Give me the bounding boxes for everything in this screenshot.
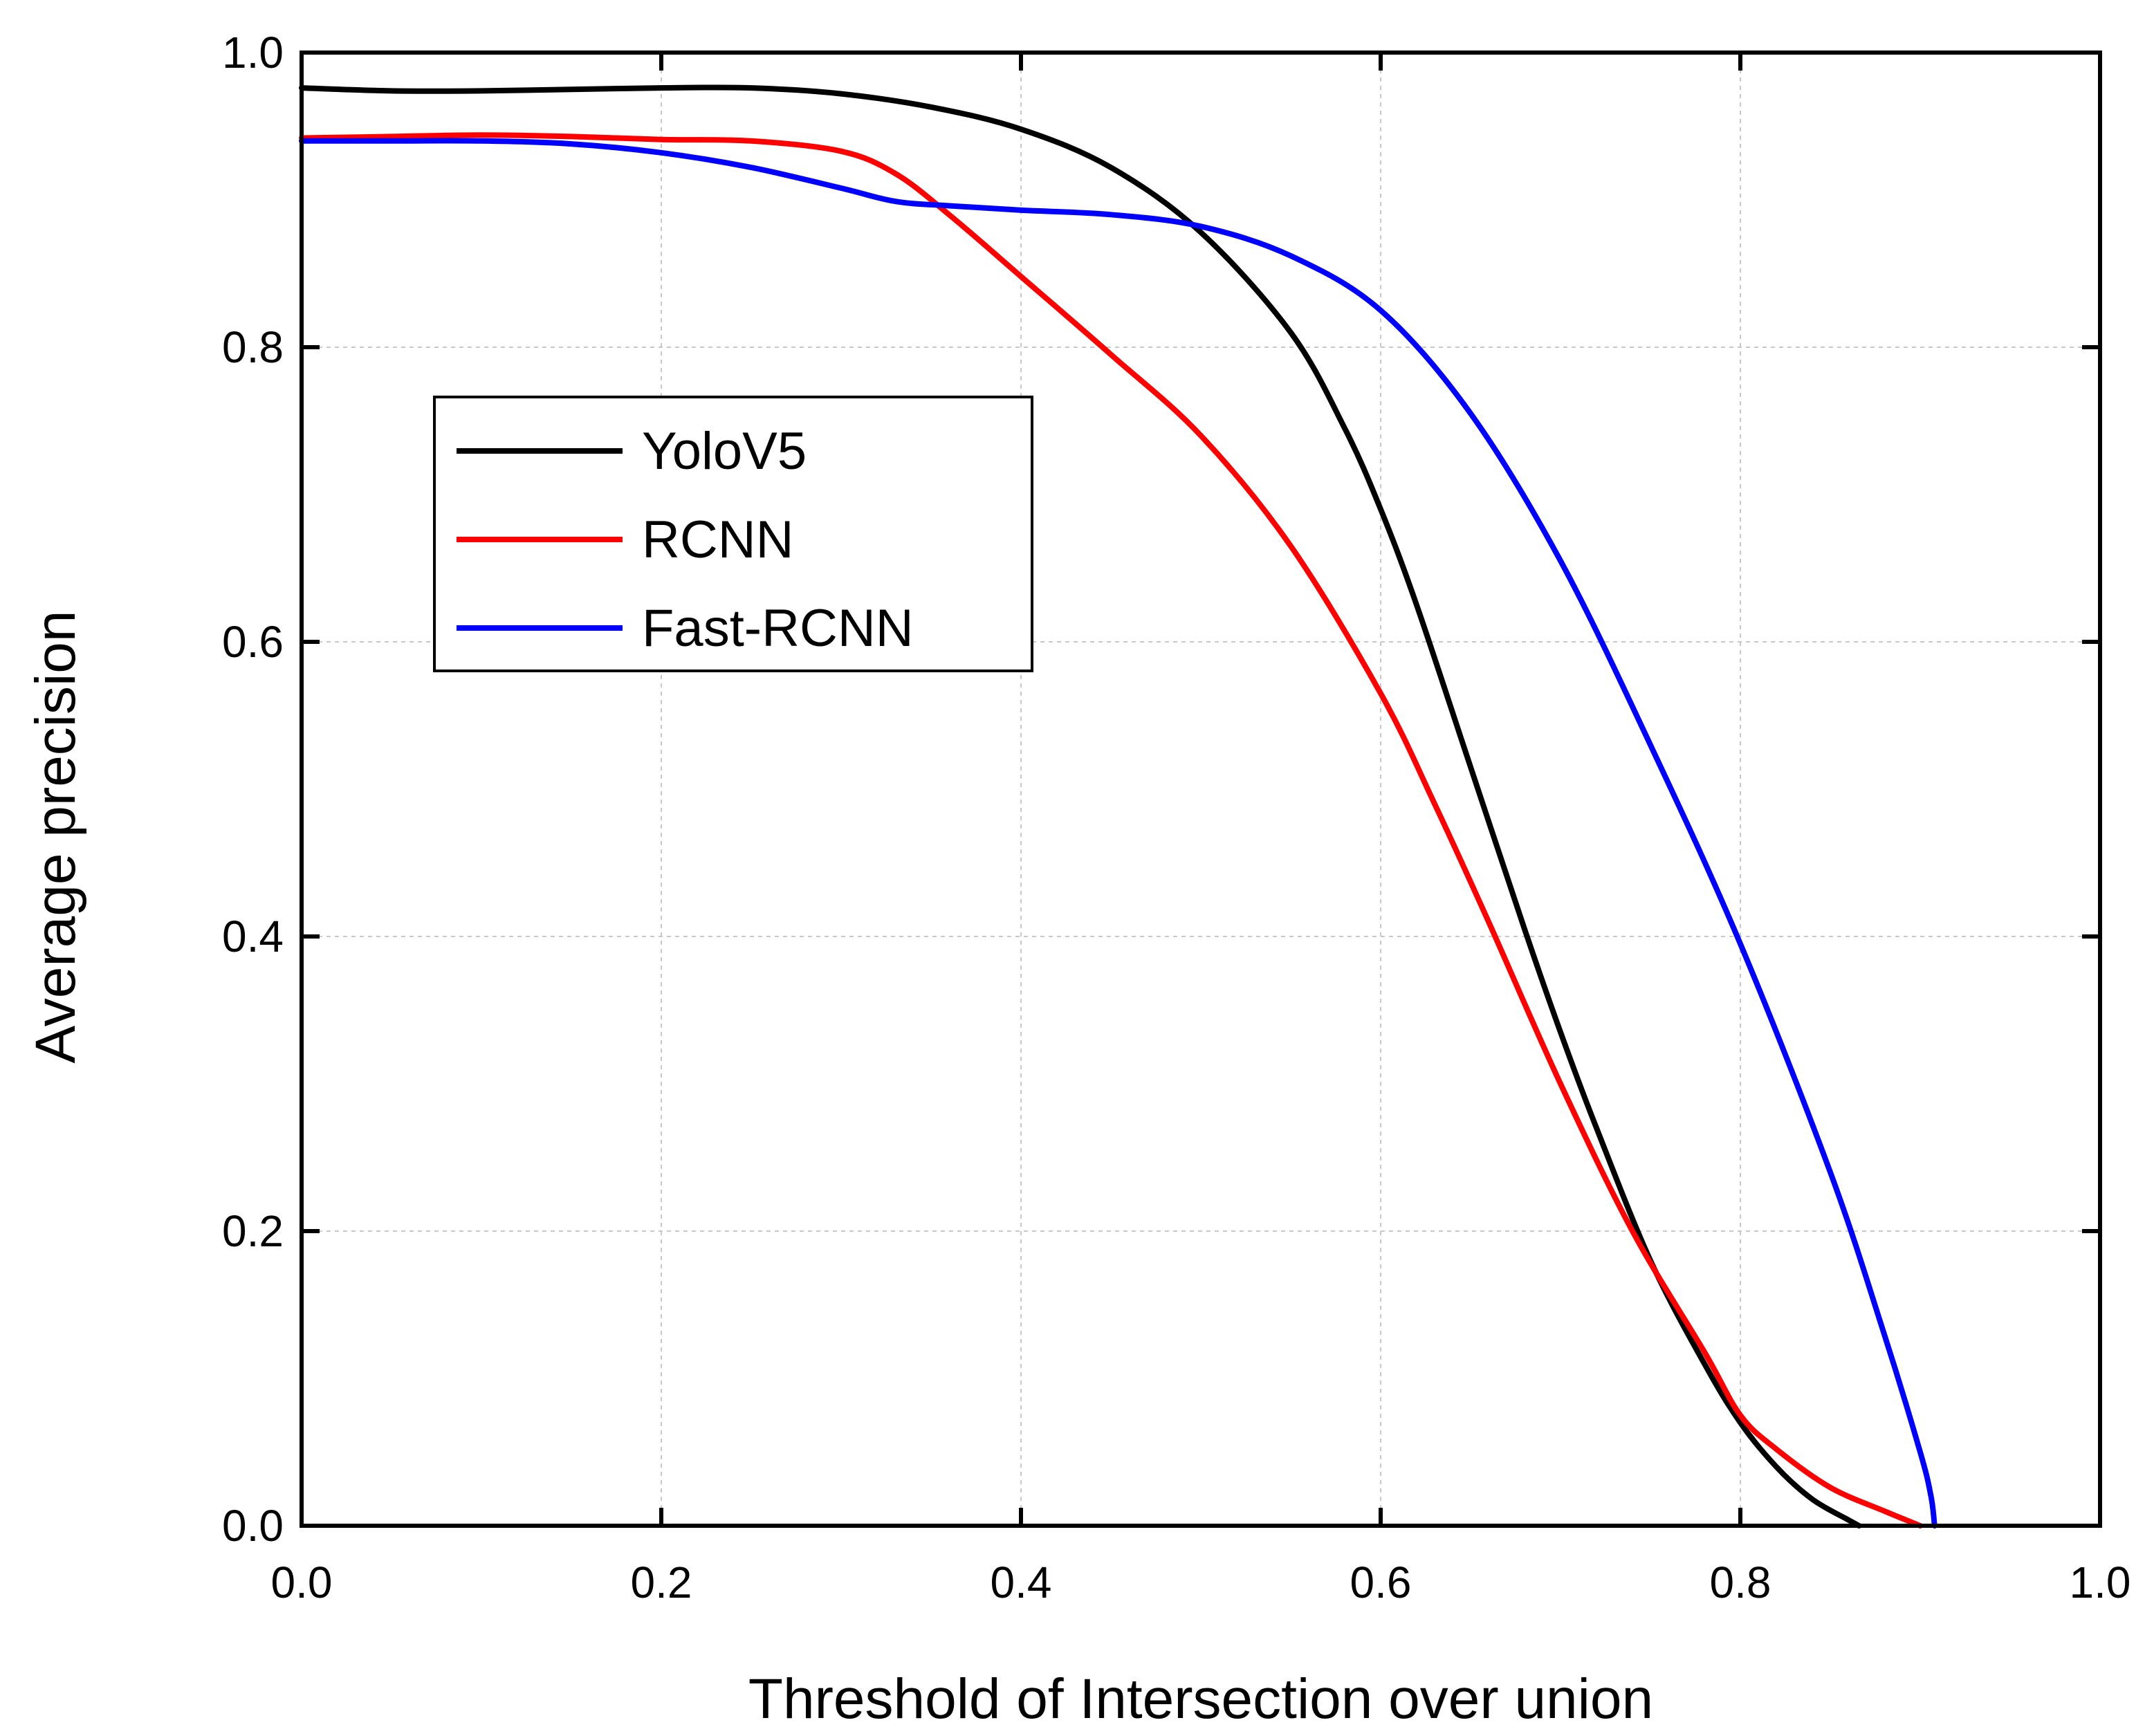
y-axis-label: Average precision <box>24 611 87 1064</box>
x-tick-labels: 0.0 0.2 0.4 0.6 0.8 1.0 <box>271 1558 2131 1607</box>
x-tick-label: 0.2 <box>631 1558 692 1607</box>
grid <box>302 53 2100 1526</box>
y-tick-label: 1.0 <box>222 28 284 77</box>
series-line-rcnn <box>299 132 1923 1529</box>
x-tick-label: 1.0 <box>2070 1558 2131 1607</box>
series-line-fast-rcnn <box>299 138 1937 1529</box>
x-tick-label: 0.8 <box>1710 1558 1771 1607</box>
series-line-yolov5 <box>299 84 1862 1529</box>
axis-ticks <box>300 50 2102 1528</box>
plot-frame <box>300 50 2102 1528</box>
x-tick-label: 0.6 <box>1350 1558 1412 1607</box>
y-tick-label: 0.2 <box>222 1206 284 1256</box>
legend-label-yolov5: YoloV5 <box>642 422 807 481</box>
legend-entry-rcnn: RCNN <box>457 510 794 569</box>
legend-label-rcnn: RCNN <box>642 510 794 569</box>
x-tick-label: 0.0 <box>271 1558 333 1607</box>
x-tick-label: 0.4 <box>991 1558 1052 1607</box>
y-tick-labels: 0.0 0.2 0.4 0.6 0.8 1.0 <box>222 28 284 1551</box>
legend: YoloV5 RCNN Fast-RCNN <box>433 396 1033 672</box>
legend-entry-yolov5: YoloV5 <box>457 422 807 481</box>
y-tick-label: 0.4 <box>222 912 284 961</box>
y-tick-label: 0.8 <box>222 322 284 372</box>
series-lines <box>299 84 1937 1529</box>
y-tick-label: 0.6 <box>222 617 284 667</box>
y-tick-label: 0.0 <box>222 1501 284 1551</box>
x-axis-label: Threshold of Intersection over union <box>748 1668 1653 1730</box>
legend-label-fast-rcnn: Fast-RCNN <box>642 599 914 658</box>
legend-entry-fast-rcnn: Fast-RCNN <box>457 599 914 658</box>
